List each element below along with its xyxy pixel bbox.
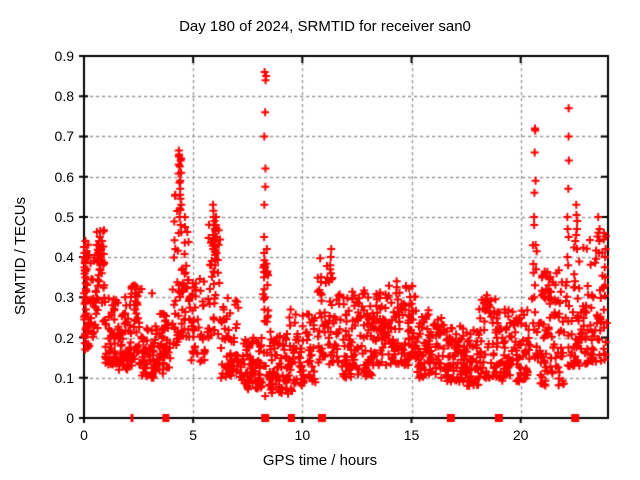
y-tick-label: 0.7 (54, 128, 74, 145)
x-tick-label: 20 (512, 427, 529, 443)
x-tick-label: 5 (189, 427, 198, 443)
y-tick-label: 0.3 (54, 289, 74, 306)
y-tick-label: 0.2 (54, 329, 74, 346)
y-tick-label: 0.6 (54, 168, 74, 185)
x-tick-label: 0 (80, 427, 88, 443)
chart-title: Day 180 of 2024, SRMTID for receiver san… (179, 18, 471, 35)
y-tick-label: 0.5 (54, 208, 74, 225)
y-tick-label: 0.9 (54, 48, 74, 64)
y-tick-label: 0.4 (54, 249, 74, 266)
x-axis-label: GPS time / hours (262, 452, 378, 469)
x-tick-label: 15 (403, 427, 420, 443)
y-tick-label: 0 (66, 410, 74, 426)
y-tick-label: 0.8 (54, 88, 74, 105)
x-tick-label: 10 (294, 427, 311, 443)
y-tick-label: 0.1 (54, 369, 74, 386)
